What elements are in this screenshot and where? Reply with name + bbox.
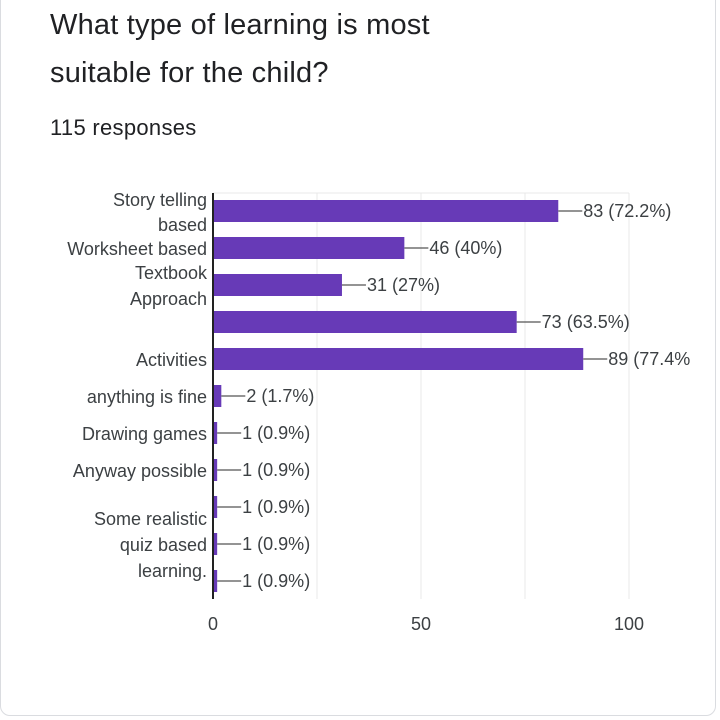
response-count: 115 responses <box>50 115 197 140</box>
category-label-5-line-1: Activities <box>136 350 207 370</box>
category-label-3-line-1: Textbook <box>135 263 208 283</box>
bar-5[interactable] <box>213 348 584 370</box>
value-label-7: 1 (0.9%) <box>242 423 310 443</box>
bar-10[interactable] <box>213 533 218 555</box>
bar-11[interactable] <box>213 570 218 592</box>
category-label-6-line-1: anything is fine <box>87 387 207 407</box>
bar-1[interactable] <box>213 200 559 222</box>
bar-7[interactable] <box>213 422 218 444</box>
bar-3[interactable] <box>213 274 342 296</box>
x-tick-label-0: 0 <box>208 614 218 634</box>
bar-9[interactable] <box>213 496 218 518</box>
category-label-3-line-2: Approach <box>130 289 207 309</box>
value-label-9: 1 (0.9%) <box>242 497 310 517</box>
question-title-line-1: What type of learning is most <box>50 9 430 41</box>
bar-2[interactable] <box>213 237 405 259</box>
value-label-3: 31 (27%) <box>367 275 440 295</box>
category-label-8-line-1: Anyway possible <box>73 461 207 481</box>
category-label-2-line-1: Worksheet based <box>67 239 207 259</box>
question-title: What type of learning is most suitable f… <box>50 1 570 97</box>
bars <box>213 200 584 592</box>
value-label-1: 83 (72.2%) <box>583 201 671 221</box>
category-labels: Story telling based Worksheet based Textboo… <box>67 190 208 581</box>
category-label-1-line-2: based <box>158 215 207 235</box>
value-leaders <box>217 210 608 582</box>
value-label-6: 2 (1.7%) <box>246 386 314 406</box>
category-label-7-line-1: Drawing games <box>82 424 207 444</box>
x-tick-labels: 0 50 100 <box>208 614 644 634</box>
category-label-9-line-1: Some realistic <box>94 509 207 529</box>
grid-lines <box>213 192 630 599</box>
category-label-10-line-1: quiz based <box>120 535 207 555</box>
category-label-1-line-1: Story telling <box>113 190 207 210</box>
bar-4[interactable] <box>213 311 517 333</box>
value-label-4: 73 (63.5%) <box>542 312 630 332</box>
value-label-8: 1 (0.9%) <box>242 460 310 480</box>
value-label-10: 1 (0.9%) <box>242 534 310 554</box>
value-label-2: 46 (40%) <box>429 238 502 258</box>
value-label-11: 1 (0.9%) <box>242 571 310 591</box>
category-label-11-line-1: learning. <box>138 561 207 581</box>
bar-6[interactable] <box>213 385 222 407</box>
value-label-5: 89 (77.4% <box>608 349 690 369</box>
bar-8[interactable] <box>213 459 218 481</box>
value-labels: 83 (72.2%) 46 (40%) 31 (27%) 73 (63.5%) 89 (… <box>242 201 690 591</box>
x-tick-label-50: 50 <box>411 614 431 634</box>
x-tick-label-100: 100 <box>614 614 644 634</box>
question-title-line-2: suitable for the child? <box>50 57 329 89</box>
